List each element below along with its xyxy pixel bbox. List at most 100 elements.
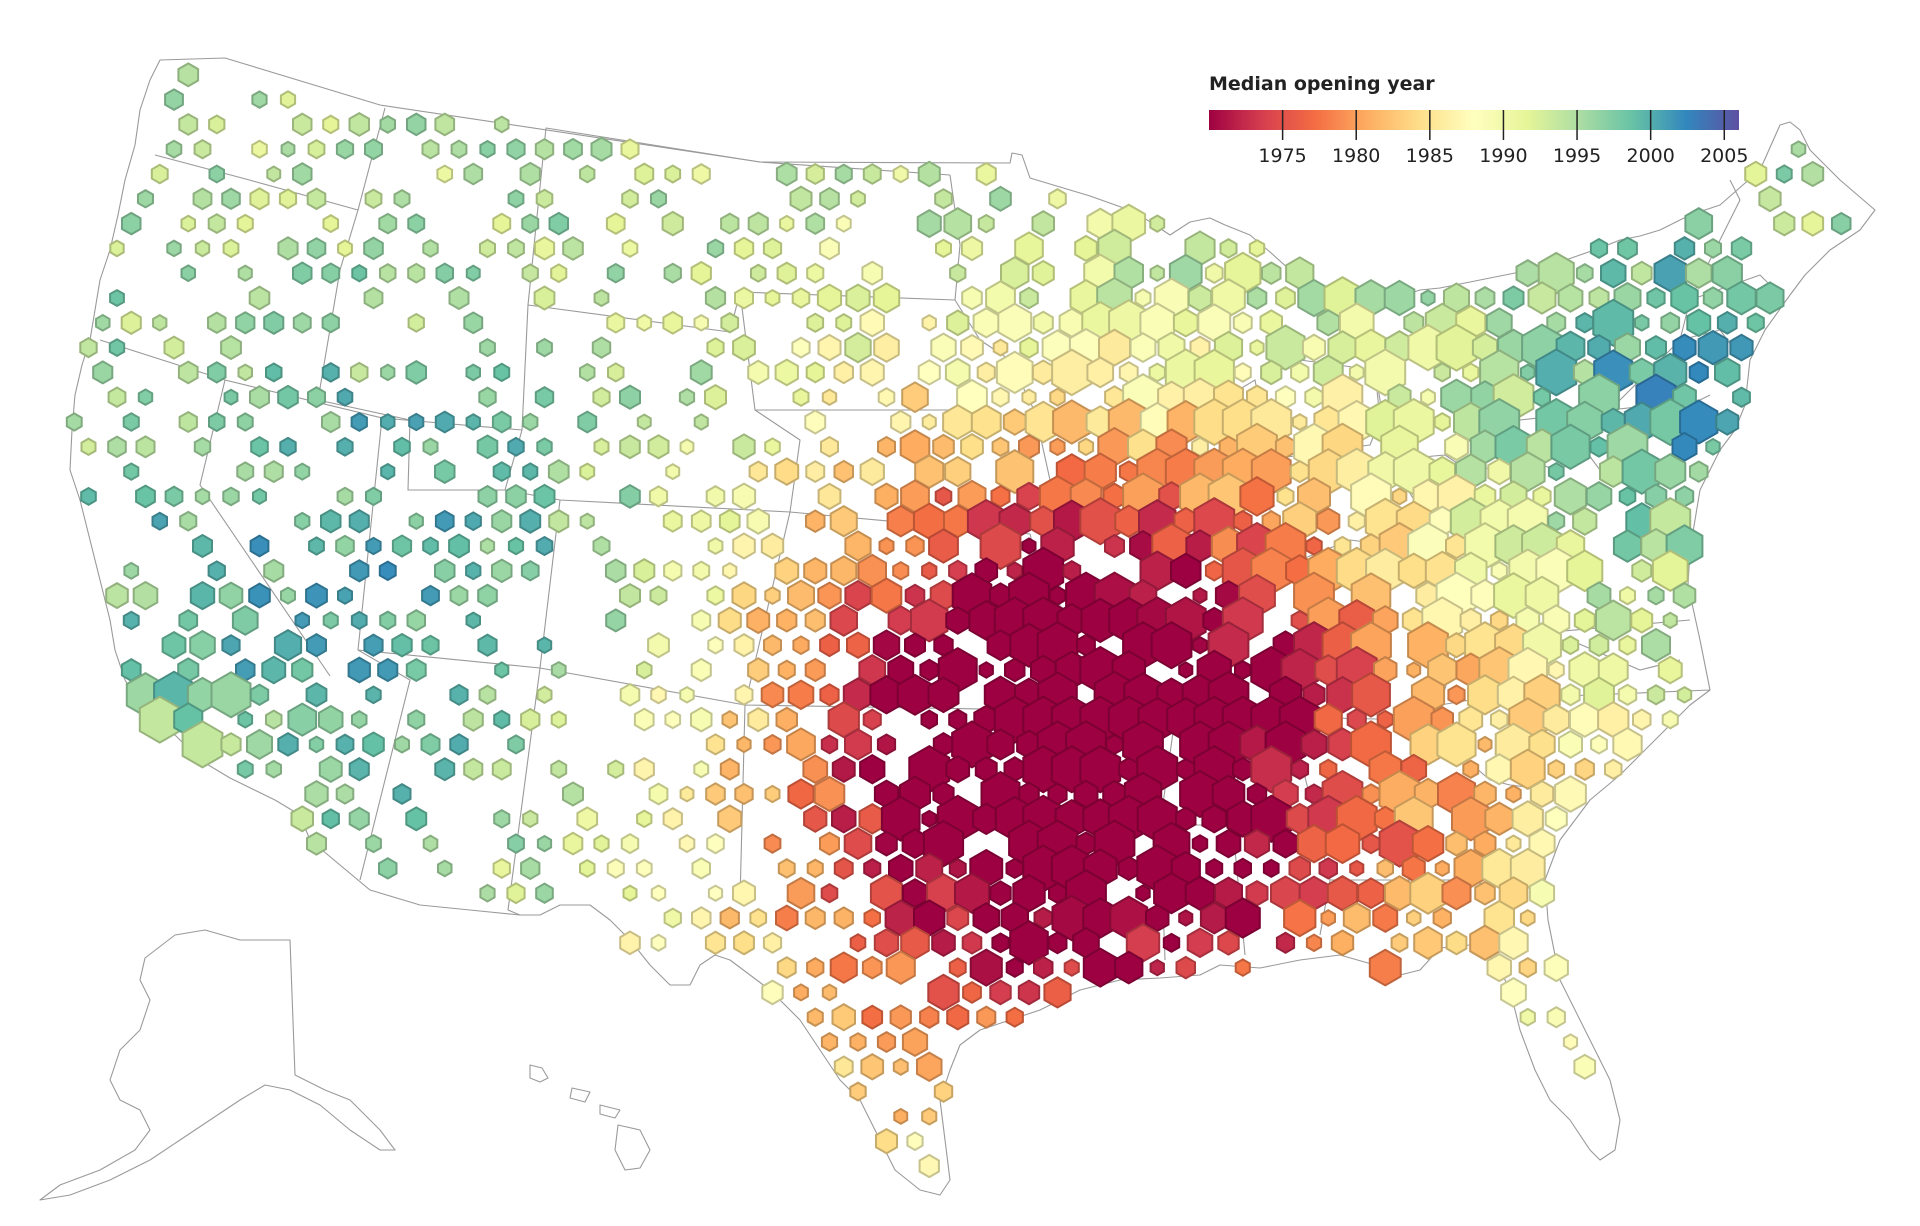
hexbin-cell: [422, 834, 439, 853]
hexbin-cell: [733, 633, 755, 658]
hexbin-cell: [844, 530, 872, 562]
hexbin-cell: [292, 162, 313, 186]
hexbin-cell: [507, 536, 525, 556]
hexbin-cell: [292, 311, 312, 334]
hexbin-cell: [1304, 386, 1324, 409]
colorbar-tick-label: 2005: [1700, 145, 1748, 167]
hexbin-cell: [450, 139, 468, 159]
hexbin-cell: [494, 115, 510, 134]
hexbin-cell: [123, 561, 140, 580]
hexbin-cell: [1618, 634, 1637, 656]
hexbin-cell: [776, 956, 797, 980]
hexbin-cell: [962, 980, 982, 1004]
hexbin-cell: [465, 611, 481, 630]
hexbin-cell: [519, 508, 542, 534]
hexbin-cell: [835, 313, 853, 333]
hexbin-cell: [377, 657, 399, 683]
hexbin-cell: [636, 313, 653, 332]
hexbin-cell: [731, 581, 757, 611]
hexbin-cell: [180, 214, 196, 233]
hexbin-cell: [107, 386, 127, 409]
hexbin-cell: [408, 412, 425, 432]
hexbin-cell: [592, 386, 611, 408]
hexbin-cell: [294, 511, 311, 531]
hexbin-cell: [1589, 435, 1609, 458]
hexbin-cell: [479, 537, 496, 555]
hexbin-cell: [876, 733, 897, 756]
hexbin-cell: [921, 313, 937, 332]
hexbin-cell: [1175, 955, 1196, 980]
hexbin-cell: [1445, 930, 1468, 956]
hexbin-cell: [802, 754, 829, 785]
hexbin-cell: [732, 433, 756, 461]
hexbin-cell: [764, 437, 781, 457]
hexbin-cell: [189, 629, 216, 661]
hexbin-cell: [505, 483, 527, 509]
hexbin-cell: [806, 858, 824, 879]
hexbin-cell: [1715, 408, 1740, 436]
hexbin-cell: [434, 558, 456, 584]
hexbin-cell: [821, 388, 838, 407]
hexbin-cell: [719, 757, 740, 781]
hexbin-cell: [1021, 388, 1037, 407]
hexbin-cell: [1477, 735, 1493, 754]
hexbin-cell: [805, 361, 825, 384]
hexbin-cell: [1575, 312, 1595, 334]
hexbin-cell: [592, 535, 611, 557]
hexbin-cell: [760, 681, 785, 709]
hexbin-cell: [749, 907, 768, 929]
hexbin-cell: [806, 957, 825, 979]
hexbin-cell: [1199, 901, 1229, 935]
hexbin-cell: [251, 90, 268, 109]
hexbin-cell: [803, 804, 828, 833]
hexbin-cell: [307, 138, 326, 160]
hexbin-cell: [634, 162, 655, 186]
hexbin-cell: [1342, 901, 1371, 935]
hexbin-cell: [1469, 924, 1501, 962]
hexbin-cell: [379, 114, 396, 134]
hexbin-cell: [493, 362, 511, 383]
hexbin-cell: [1316, 507, 1341, 536]
hexbin-cell: [548, 509, 570, 534]
hexbin-cell: [1654, 453, 1687, 491]
hexbin-cell: [1445, 532, 1468, 560]
hexbin-cell: [1485, 753, 1514, 786]
hexbin-cell: [633, 707, 655, 732]
hexbin-cell: [1433, 362, 1451, 383]
hexbin-cell: [1086, 356, 1115, 389]
hexbin-cell: [870, 577, 903, 614]
hexbin-cell: [734, 286, 754, 310]
hexbin-cell: [221, 634, 241, 657]
hexbin-cell: [704, 930, 727, 956]
hexbin-cell: [1265, 324, 1306, 371]
hexbin-cell: [464, 511, 482, 532]
hexbin-cell: [1082, 947, 1118, 988]
hexbin-cell: [804, 409, 827, 435]
hexbin-cell: [434, 410, 455, 434]
hexbin-cell: [927, 676, 960, 714]
hexbin-cell: [995, 350, 1034, 395]
hexbin-cell: [208, 114, 226, 135]
hexbin-cell: [820, 883, 839, 904]
hexbin-cell: [989, 880, 1012, 907]
hexbin-cell: [1773, 210, 1796, 237]
hexbin-cell: [392, 783, 412, 805]
hexbin-cell: [859, 753, 886, 785]
hexbin-cell: [1005, 1006, 1024, 1028]
hexbin-cell: [479, 337, 496, 358]
hexbin-cell: [1790, 140, 1807, 159]
hexbin-cell: [1250, 745, 1293, 794]
hexbin-cell: [277, 732, 299, 757]
hexbin-cell: [649, 585, 668, 606]
hexbin-cell: [1670, 281, 1699, 315]
hexbin-cell: [120, 310, 142, 336]
hexbin-cell: [787, 778, 815, 810]
hexbin-cell: [123, 462, 140, 481]
hexbin-cell: [605, 212, 626, 235]
hexbin-cell: [164, 88, 184, 111]
hexbin-cell: [829, 504, 858, 538]
hexbin-cell: [1647, 585, 1665, 606]
hexbin-cell: [663, 262, 682, 284]
hexbin-cell: [294, 462, 311, 481]
hexbin-cell: [261, 655, 287, 685]
